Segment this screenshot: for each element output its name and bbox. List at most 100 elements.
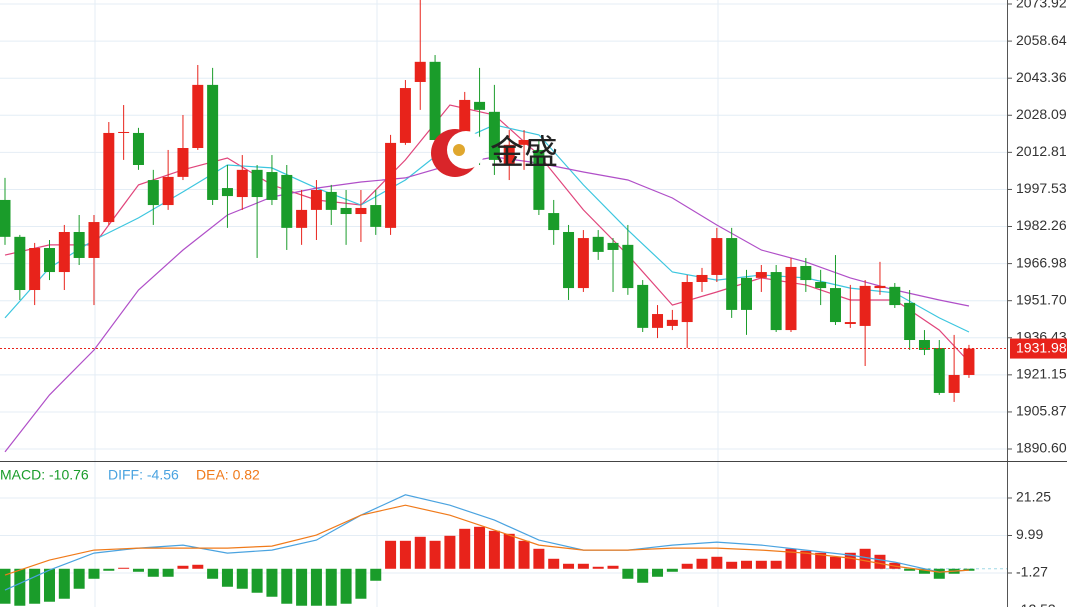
macd-bar	[622, 568, 634, 579]
legend-entry: DEA: 0.82	[196, 467, 260, 483]
candle-body	[385, 142, 397, 228]
macd-bar	[563, 563, 575, 569]
candle-body	[325, 191, 337, 210]
candle-body	[681, 281, 693, 323]
candle-body	[103, 132, 115, 223]
candle-body	[73, 231, 85, 258]
candlestick-panel: 2073.92 2058.64 2043.36 2028.09 2012.81 1997.…	[0, 0, 1067, 456]
candle-body	[622, 244, 634, 289]
y-tick-label: -12.53	[1016, 601, 1056, 607]
y-tick-label: 1982.26	[1016, 217, 1067, 233]
macd-bar	[251, 568, 263, 593]
macd-bar	[518, 540, 530, 569]
y-tick-label: 2028.09	[1016, 106, 1067, 122]
macd-bar	[444, 535, 456, 569]
macd-bar	[103, 568, 115, 571]
macd-bar	[607, 565, 619, 569]
macd-bar	[652, 568, 664, 577]
candle-body	[429, 61, 441, 140]
y-tick-label: 9.99	[1016, 526, 1043, 542]
macd-bar	[844, 552, 856, 569]
y-tick-label: 1921.15	[1016, 366, 1067, 382]
candle-body	[874, 285, 886, 289]
candle-body	[518, 139, 530, 145]
last-price-box	[1010, 338, 1067, 359]
candle-body	[207, 84, 219, 200]
last-price-label: 1931.98	[1016, 339, 1067, 355]
macd-bar	[236, 568, 248, 589]
macd-bar	[666, 568, 678, 572]
candle-body	[948, 374, 960, 393]
candle-body	[340, 207, 352, 215]
macd-bar	[904, 568, 916, 571]
macd-bar	[548, 558, 560, 569]
candle-body	[652, 314, 664, 328]
macd-bar	[147, 568, 159, 577]
y-tick-label: 2058.64	[1016, 32, 1067, 48]
candle-body	[147, 180, 159, 206]
candle-body	[755, 272, 767, 278]
macd-bar	[800, 550, 812, 569]
candle-body	[296, 209, 308, 228]
y-tick-label: 2012.81	[1016, 143, 1067, 159]
macd-bar	[770, 560, 782, 569]
candle-body	[933, 348, 945, 393]
y-tick-label: 1905.87	[1016, 403, 1067, 419]
macd-bar	[385, 540, 397, 569]
macd-bar	[859, 548, 871, 569]
macd-bar	[43, 568, 55, 602]
candle-body	[118, 131, 130, 133]
candle-body	[859, 285, 871, 326]
macd-bar	[221, 568, 233, 587]
candle-body	[251, 169, 263, 198]
macd-bar	[281, 568, 293, 604]
macd-bar	[162, 568, 174, 577]
macd-bar	[874, 554, 886, 569]
macd-bar	[829, 556, 841, 569]
candle-body	[815, 281, 827, 289]
y-tick-label: 1966.98	[1016, 254, 1067, 270]
candle-body	[889, 286, 901, 306]
candle-body	[281, 174, 293, 228]
candle-body	[414, 61, 426, 82]
candle-body	[548, 213, 560, 231]
logo	[447, 131, 485, 169]
macd-bar	[0, 568, 11, 604]
macd-bar	[355, 568, 367, 599]
candle-body	[741, 277, 752, 310]
candle-body	[474, 101, 486, 110]
candle-body	[637, 284, 649, 328]
candle-body	[844, 322, 856, 324]
candle-body	[592, 236, 604, 252]
macd-bar	[296, 568, 308, 606]
watermark-text: 金盛	[490, 134, 558, 172]
macd-bar	[488, 530, 500, 569]
line-series	[4, 494, 970, 591]
macd-panel: 21.25 9.99 -1.27 -12.53 MACD: -10.76 DIFF: -4…	[0, 467, 1056, 607]
macd-bar	[459, 528, 471, 569]
macd-bar	[696, 558, 708, 569]
macd-bar	[503, 533, 515, 569]
candle-body	[726, 238, 738, 310]
candle-body	[14, 236, 26, 291]
macd-bar	[429, 540, 441, 569]
macd-bar	[785, 548, 797, 569]
candle-body	[0, 199, 11, 237]
macd-bar	[58, 568, 70, 599]
macd-bar	[414, 536, 426, 569]
candle-body	[963, 348, 975, 375]
legend-entry: DIFF: -4.56	[108, 467, 179, 483]
macd-bar	[741, 560, 752, 569]
line-series	[4, 104, 970, 363]
macd-bar	[918, 568, 930, 574]
macd-bar	[192, 564, 204, 569]
macd-bar	[132, 568, 144, 572]
macd-bar	[592, 566, 604, 569]
macd-bar	[207, 568, 219, 579]
y-tick-label: 2073.92	[1016, 0, 1067, 11]
y-tick-label: 1890.60	[1016, 440, 1067, 456]
candle-body	[607, 242, 619, 250]
